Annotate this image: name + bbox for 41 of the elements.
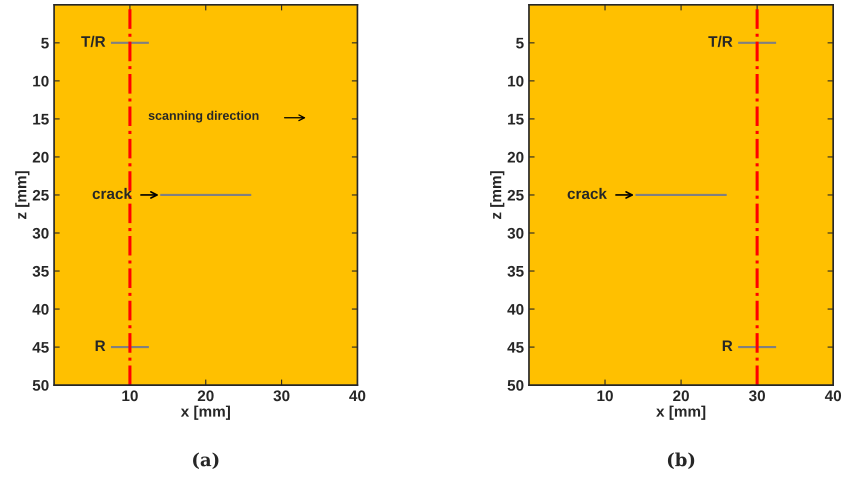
y-tick-label: 10 <box>33 76 49 87</box>
x-axis-title: x [mm] <box>180 406 230 420</box>
x-tick-label: 30 <box>748 390 765 402</box>
y-tick-label: 15 <box>508 114 524 125</box>
y-tick-label: 40 <box>32 304 49 315</box>
series-label: T/R <box>708 36 732 48</box>
y-axis-title: z [mm] <box>15 171 30 219</box>
y-tick-label: 50 <box>508 380 524 391</box>
text: (a) <box>193 452 218 469</box>
y-tick-label: 20 <box>32 152 49 163</box>
y-axis-title: z [mm] <box>490 171 504 219</box>
x-tick-label: 20 <box>673 390 689 402</box>
annotation: scanning direction <box>148 110 258 122</box>
series-label: R <box>722 340 732 352</box>
x-tick-label: 20 <box>198 390 214 402</box>
y-tick-label: 5 <box>41 38 49 49</box>
y-tick-label: 25 <box>508 190 524 201</box>
x-tick-label: 30 <box>273 390 290 402</box>
x-tick-label: 10 <box>597 390 613 402</box>
y-tick-label: 30 <box>32 228 49 239</box>
x-axis-title: x [mm] <box>656 406 706 420</box>
x-tick-label: 40 <box>349 390 366 402</box>
series-label: T/R <box>81 36 106 48</box>
y-tick-label: 5 <box>516 38 524 49</box>
y-tick-label: 30 <box>507 228 524 239</box>
x-tick-label: 40 <box>824 390 842 402</box>
y-tick-label: 35 <box>507 266 524 277</box>
y-tick-label: 45 <box>507 342 524 353</box>
x-tick-label: 10 <box>122 390 138 402</box>
y-tick-label: 15 <box>33 114 49 125</box>
y-tick-label: 10 <box>508 76 524 87</box>
y-tick-label: 35 <box>32 266 49 277</box>
y-tick-label: 25 <box>32 190 49 201</box>
y-tick-label: 40 <box>507 304 524 315</box>
series-label: R <box>96 340 106 352</box>
y-tick-label: 45 <box>32 342 49 353</box>
text: (b) <box>668 452 694 469</box>
y-tick-label: 50 <box>32 380 49 391</box>
annotation: crack <box>92 188 132 200</box>
y-tick-label: 20 <box>508 152 524 163</box>
annotation: crack <box>568 188 607 200</box>
